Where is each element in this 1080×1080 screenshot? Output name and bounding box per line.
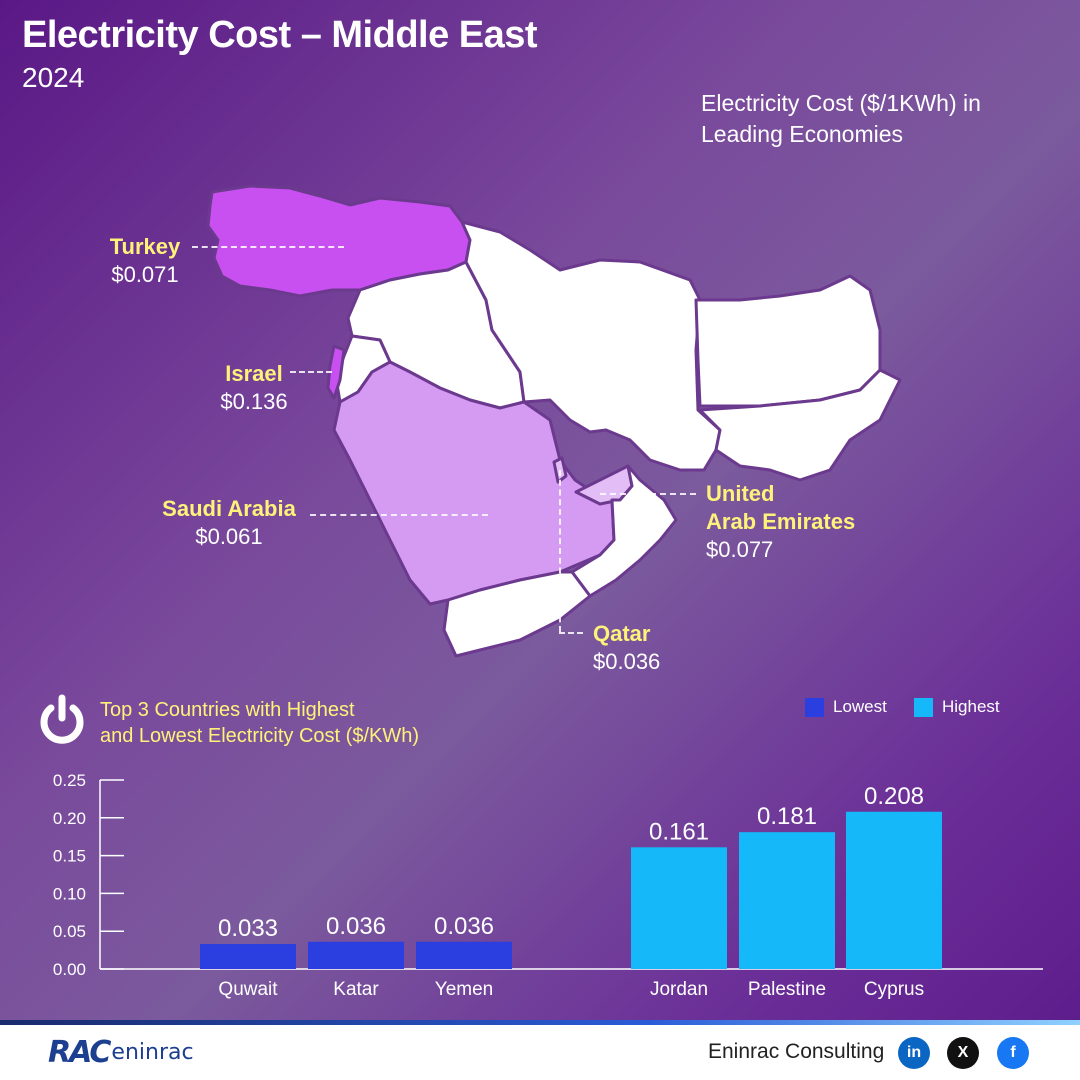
bar-value-label: 0.208	[864, 783, 924, 810]
map-yemen	[442, 570, 592, 658]
chart-title: Top 3 Countries with Highest and Lowest …	[100, 697, 419, 749]
country-value: $0.036	[593, 649, 661, 674]
chart-title-line2: and Lowest Electricity Cost ($/KWh)	[100, 725, 419, 747]
legend-swatch-lowest	[805, 697, 824, 717]
x-tick-label: Cyprus	[864, 979, 924, 1000]
country-value: $0.077	[706, 537, 774, 562]
x-tick-label: Palestine	[748, 979, 826, 1000]
country-name: Saudi Arabia	[162, 496, 296, 521]
logo-mark: RAC	[48, 1034, 111, 1070]
y-tick-label: 0.10	[53, 884, 86, 903]
map-iran	[460, 220, 722, 472]
x-icon[interactable]: X	[947, 1037, 979, 1069]
country-name: Turkey	[109, 234, 181, 259]
bar	[308, 941, 404, 969]
bar-value-label: 0.036	[434, 913, 494, 940]
legend-highest: Highest	[914, 697, 1000, 717]
map-caption: Electricity Cost ($/1KWh) in Leading Eco…	[701, 90, 981, 147]
country-value: $0.071	[111, 262, 179, 287]
country-name-line2: Arab Emirates	[706, 509, 856, 534]
map-afghanistan	[694, 274, 882, 408]
footer-accent-line	[0, 1020, 1080, 1025]
leader-line-turkey	[192, 246, 344, 248]
page-title: Electricity Cost – Middle East	[22, 14, 538, 56]
x-tick-label: Yemen	[435, 979, 493, 1000]
bar-value-label: 0.181	[757, 803, 817, 830]
x-tick-label: Katar	[333, 979, 379, 1000]
leader-line-israel	[290, 371, 332, 373]
bar	[631, 847, 727, 969]
y-tick-label: 0.20	[53, 809, 86, 828]
leader-line-qatar-v	[559, 470, 561, 632]
bar-value-label: 0.161	[649, 818, 709, 845]
facebook-icon[interactable]: f	[997, 1037, 1029, 1069]
y-tick-label: 0.05	[53, 922, 86, 941]
leader-line-uae	[600, 493, 696, 495]
y-tick-label: 0.25	[53, 771, 86, 790]
x-tick-label: Quwait	[218, 979, 278, 1000]
logo-text: eninrac	[111, 1039, 194, 1065]
bar-chart: 0.00 0.05 0.10 0.15 0.20 0.25 0.033 Quwait 0.036…	[53, 771, 1043, 1000]
chart-title-line1: Top 3 Countries with Highest	[100, 699, 355, 721]
eninrac-logo: RAC eninrac	[48, 1034, 194, 1070]
legend-label-lowest: Lowest	[833, 697, 887, 716]
map-label-qatar: Qatar $0.036	[593, 620, 693, 676]
country-name-line1: United	[706, 481, 775, 506]
map-label-saudi-arabia: Saudi Arabia $0.061	[152, 495, 306, 551]
leader-line-saudi-arabia	[310, 514, 488, 516]
middle-east-map	[206, 184, 902, 658]
country-value: $0.136	[220, 389, 288, 414]
y-tick-label: 0.15	[53, 847, 86, 866]
country-name: Qatar	[593, 621, 651, 646]
y-tick-label: 0.00	[53, 960, 86, 979]
bar	[846, 811, 942, 969]
brand-name: Eninrac Consulting	[708, 1040, 885, 1063]
legend-swatch-highest	[914, 697, 933, 717]
country-name: Israel	[225, 361, 283, 386]
power-icon	[40, 694, 84, 744]
x-tick-label: Jordan	[650, 979, 708, 1000]
bar-value-label: 0.033	[218, 915, 278, 942]
map-pakistan	[698, 368, 902, 482]
legend-label-highest: Highest	[942, 697, 1000, 716]
leader-line-qatar-h	[559, 632, 583, 634]
bar	[739, 832, 835, 969]
country-value: $0.061	[195, 524, 263, 549]
bar	[200, 944, 296, 969]
page-year: 2024	[22, 62, 85, 93]
legend-lowest: Lowest	[805, 697, 887, 717]
bar-value-label: 0.036	[326, 913, 386, 940]
map-label-israel: Israel $0.136	[205, 360, 303, 416]
map-israel	[326, 344, 346, 400]
bar	[416, 941, 512, 969]
linkedin-icon[interactable]: in	[898, 1037, 930, 1069]
map-label-turkey: Turkey $0.071	[100, 233, 190, 289]
map-label-uae: United Arab Emirates $0.077	[706, 480, 906, 564]
